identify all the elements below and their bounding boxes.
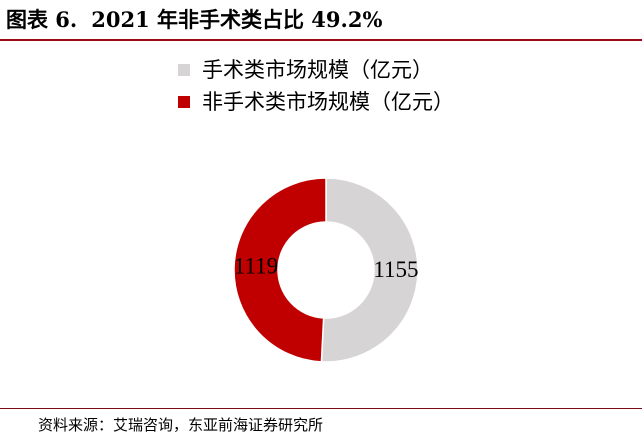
figure-label: 图表 6. xyxy=(6,7,78,32)
data-label-nonsurgical: 1119 xyxy=(234,254,278,279)
legend-swatch-surgical xyxy=(178,64,190,76)
legend-item-nonsurgical: 非手术类市场规模（亿元） xyxy=(178,86,454,118)
legend-label-nonsurgical: 非手术类市场规模（亿元） xyxy=(202,90,454,114)
figure-title: 图表 6. 2021 年非手术类占比 49.2% xyxy=(6,4,382,34)
title-rule xyxy=(0,39,642,41)
legend-item-surgical: 手术类市场规模（亿元） xyxy=(178,54,454,86)
figure-title-text: 2021 年非手术类占比 49.2% xyxy=(91,7,383,32)
donut-slice-surgical xyxy=(320,177,419,363)
chart-legend: 手术类市场规模（亿元） 非手术类市场规模（亿元） xyxy=(178,54,454,118)
data-label-surgical: 1155 xyxy=(373,257,418,282)
footer-rule xyxy=(0,408,642,409)
donut-slice-nonsurgical xyxy=(233,177,327,363)
legend-swatch-nonsurgical xyxy=(178,96,190,108)
source-note: 资料来源：艾瑞咨询，东亚前海证券研究所 xyxy=(38,416,324,434)
legend-label-surgical: 手术类市场规模（亿元） xyxy=(202,58,433,82)
